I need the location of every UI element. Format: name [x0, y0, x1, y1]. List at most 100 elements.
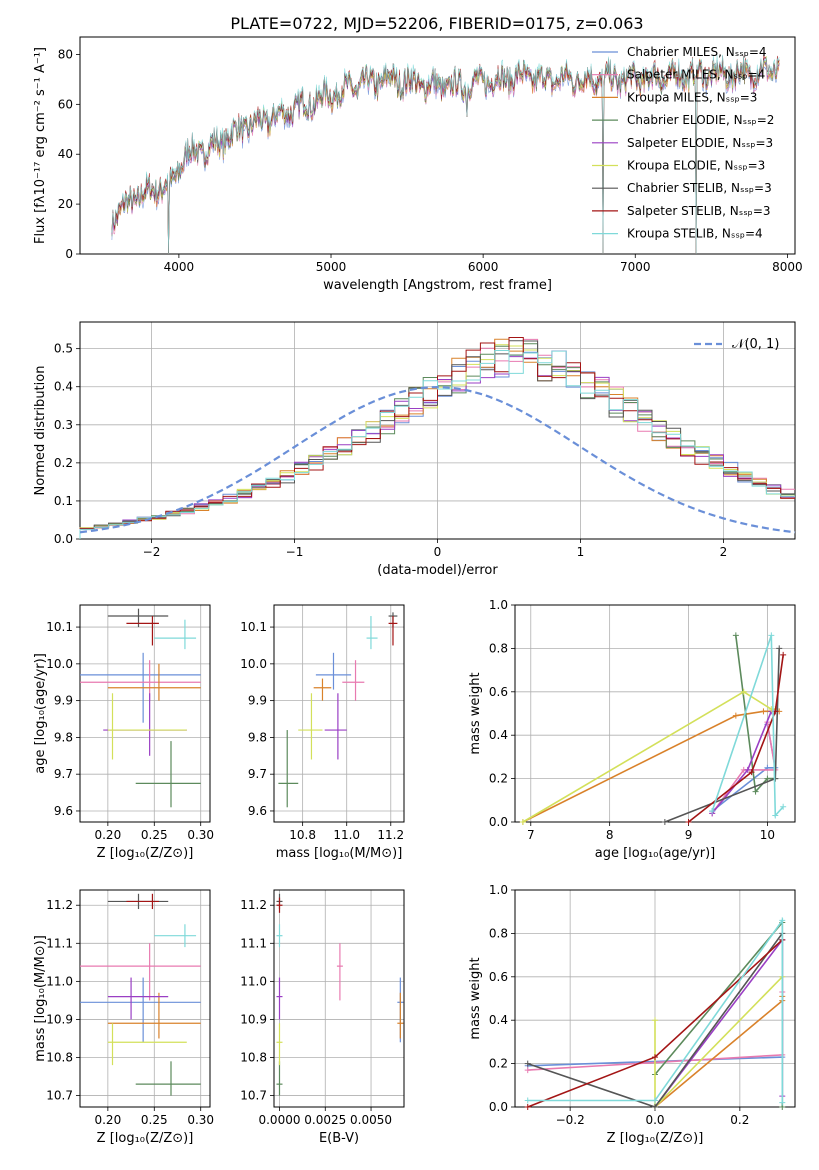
weight-vs-age-point-marker — [661, 819, 668, 825]
weight-vs-Z-point-marker — [524, 1097, 531, 1104]
weight-vs-age-point-marker — [760, 708, 767, 715]
mass-vs-Z-y-tick-label: 10.8 — [46, 1051, 73, 1065]
weight-vs-age-series-line — [711, 635, 784, 818]
age-vs-mass-x-tick-label: 11.0 — [333, 828, 360, 842]
age-vs-mass-frame — [273, 604, 405, 823]
weight-vs-Z-point-marker — [524, 1060, 531, 1067]
weight-vs-Z-y-tick-label: 1.0 — [489, 883, 508, 897]
weight-vs-age-point-marker — [732, 712, 739, 719]
mass-vs-ebv-y-tick-label: 10.8 — [240, 1051, 267, 1065]
spectrum-legend-entry: Chabrier MILES, Nₛₛₚ=4 — [627, 45, 767, 59]
weight-vs-age-point-marker — [685, 819, 692, 825]
mass-vs-ebv-y-tick-label: 11.0 — [240, 974, 267, 988]
weight-vs-age-point-marker — [744, 766, 751, 773]
mass-vs-ebv-y-tick-label: 10.7 — [240, 1089, 267, 1103]
age-vs-Z-y-tick-label: 10.1 — [46, 620, 73, 634]
residuals-x-tick-label: −2 — [143, 545, 161, 559]
residuals-x-tick-label: 0 — [434, 545, 442, 559]
weight-vs-Z-point-marker — [524, 1067, 531, 1074]
age-vs-mass-y-tick-label: 10.1 — [240, 620, 267, 634]
weight-vs-Z-point-marker — [779, 917, 786, 924]
weight-vs-age-y-tick-label: 1.0 — [489, 598, 508, 612]
spectrum-x-tick-label: 8000 — [772, 260, 803, 274]
residuals-y-tick-label: 0.2 — [54, 456, 73, 470]
weight-vs-age-y-tick-label: 0.0 — [489, 815, 508, 829]
spectrum-y-axis-label: Flux [fλ10⁻¹⁷ erg cm⁻² s⁻¹ A⁻¹] — [33, 47, 48, 244]
spectrum-x-tick-label: 7000 — [620, 260, 651, 274]
residuals-x-tick-label: 2 — [720, 545, 728, 559]
weight-vs-age-point-marker — [780, 651, 787, 658]
residuals-x-axis-label: (data-model)/error — [377, 563, 498, 578]
residuals-y-tick-label: 0.0 — [54, 532, 73, 546]
age-vs-Z-y-tick-label: 9.8 — [54, 730, 73, 744]
spectrum-legend-entry: Kroupa MILES, Nₛₛₚ=3 — [627, 90, 757, 104]
mass-vs-Z-x-tick-label: 0.20 — [94, 1113, 121, 1127]
weight-vs-Z-point-marker — [779, 1099, 786, 1106]
weight-vs-age-x-tick-label: 10 — [760, 828, 775, 842]
weight-vs-Z-series-line — [527, 917, 784, 1103]
age-vs-mass-y-tick-label: 10.0 — [240, 657, 267, 671]
spectrum-y-tick-label: 40 — [58, 147, 73, 161]
weight-vs-Z-point-marker — [652, 1017, 658, 1024]
weight-vs-Z-x-tick-label: 0.0 — [645, 1113, 664, 1127]
weight-vs-age-point-marker — [748, 769, 755, 776]
age-vs-Z-y-tick-label: 9.7 — [54, 767, 73, 781]
mass-vs-ebv-y-tick-label: 11.1 — [240, 936, 267, 950]
weight-vs-age-x-axis-label: age [log₁₀(age/yr)] — [595, 846, 716, 861]
spectrum-y-tick-label: 20 — [58, 197, 73, 211]
weight-vs-age-point-marker — [772, 812, 779, 819]
spectrum-y-tick-label: 0 — [65, 247, 73, 261]
weight-vs-age-point-marker — [709, 808, 716, 815]
age-vs-Z-x-tick-label: 0.30 — [187, 828, 214, 842]
age-vs-Z-y-tick-label: 9.9 — [54, 694, 73, 708]
spectrum-x-tick-label: 4000 — [164, 260, 195, 274]
spectrum-legend-entry: Salpeter STELIB, Nₛₛₚ=3 — [627, 204, 771, 218]
spectrum-legend-entry: Salpeter MILES, Nₛₛₚ=4 — [627, 68, 765, 82]
weight-vs-Z-y-tick-label: 0.6 — [489, 970, 508, 984]
age-vs-mass-y-tick-label: 9.8 — [248, 730, 267, 744]
spectrum-x-tick-label: 5000 — [316, 260, 347, 274]
mass-vs-Z-frame — [79, 889, 211, 1108]
weight-vs-Z-point-marker — [652, 1104, 658, 1110]
weight-vs-age-series-line — [688, 654, 784, 823]
weight-vs-age-point-marker — [752, 788, 759, 795]
mass-vs-Z-x-tick-label: 0.30 — [187, 1113, 214, 1127]
age-vs-Z-x-axis-label: Z [log₁₀(Z/Z⊙)] — [97, 846, 194, 861]
age-vs-Z-x-tick-label: 0.25 — [141, 828, 168, 842]
spectrum-frame — [79, 36, 796, 255]
weight-vs-Z-y-tick-label: 0.8 — [489, 926, 508, 940]
age-vs-mass-y-tick-label: 9.6 — [248, 804, 267, 818]
spectrum-legend-entry: Kroupa STELIB, Nₛₛₚ=4 — [627, 227, 763, 241]
weight-vs-age-frame — [514, 604, 796, 823]
residuals-frame — [79, 321, 796, 540]
weight-vs-age-point-marker — [776, 645, 783, 652]
mass-vs-Z-y-tick-label: 11.2 — [46, 898, 73, 912]
weight-vs-age-point-marker — [764, 775, 771, 782]
mass-vs-Z-x-tick-label: 0.25 — [141, 1113, 168, 1127]
mass-vs-ebv-y-tick-label: 11.2 — [240, 898, 267, 912]
mass-vs-ebv-y-tick-label: 10.9 — [240, 1012, 267, 1026]
weight-vs-Z-x-tick-label: −0.2 — [556, 1113, 585, 1127]
chart-layer: 4000 5000 6000 7000 8000020406080wavelength … — [33, 36, 803, 1146]
weight-vs-age-y-tick-label: 0.8 — [489, 641, 508, 655]
spectrum-x-tick-label: 6000 — [468, 260, 499, 274]
spectrum-legend-entry: Kroupa ELODIE, Nₛₛₚ=3 — [627, 159, 765, 173]
weight-vs-age-point-marker — [740, 688, 747, 695]
weight-vs-age-x-tick-label: 7 — [527, 828, 535, 842]
weight-vs-age-point-marker — [519, 819, 526, 825]
weight-vs-age-x-tick-label: 8 — [606, 828, 614, 842]
weight-vs-age-y-tick-label: 0.2 — [489, 772, 508, 786]
spectrum-legend-entry: Chabrier ELODIE, Nₛₛₚ=2 — [627, 113, 774, 127]
spectrum-y-tick-label: 60 — [58, 97, 73, 111]
age-vs-Z-x-tick-label: 0.20 — [94, 828, 121, 842]
spectrum-y-tick-label: 80 — [58, 47, 73, 61]
weight-vs-age-point-marker — [768, 632, 775, 639]
mass-vs-ebv-frame — [273, 889, 405, 1108]
age-vs-mass-x-tick-label: 10.8 — [289, 828, 316, 842]
residuals-x-tick-label: −1 — [286, 545, 304, 559]
weight-vs-age-y-axis-label: mass weight — [468, 672, 483, 754]
mass-vs-Z-y-axis-label: mass [log₁₀(M/M⊙)] — [33, 935, 48, 1062]
mass-vs-Z-y-tick-label: 11.1 — [46, 936, 73, 950]
residual-histogram-step — [79, 350, 795, 539]
